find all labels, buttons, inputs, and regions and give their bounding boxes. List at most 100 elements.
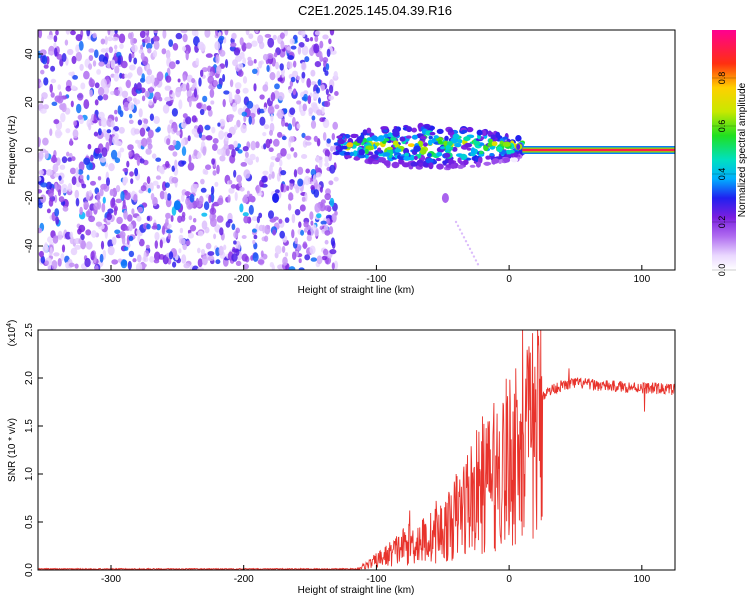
noise-blob bbox=[292, 116, 296, 127]
noise-blob bbox=[325, 63, 330, 71]
noise-blob bbox=[97, 95, 104, 101]
noise-blob bbox=[242, 196, 249, 204]
noise-blob bbox=[229, 79, 234, 88]
noise-blob bbox=[301, 71, 306, 79]
noise-blob bbox=[224, 30, 229, 36]
band-blob bbox=[407, 143, 415, 148]
noise-blob bbox=[119, 231, 126, 239]
noise-blob bbox=[278, 218, 283, 224]
noise-blob bbox=[271, 171, 275, 179]
noise-blob bbox=[98, 128, 102, 136]
noise-blob bbox=[67, 157, 73, 162]
noise-blob bbox=[204, 169, 209, 175]
band-blob bbox=[447, 131, 455, 136]
noise-blob bbox=[165, 49, 171, 60]
noise-blob bbox=[90, 251, 95, 261]
noise-blob bbox=[269, 72, 276, 81]
noise-blob bbox=[136, 156, 141, 166]
noise-blob bbox=[61, 102, 67, 113]
noise-blob bbox=[175, 32, 183, 40]
noise-blob bbox=[256, 216, 260, 224]
noise-blob bbox=[134, 128, 140, 135]
band-blob bbox=[435, 157, 442, 162]
noise-blob bbox=[245, 42, 252, 49]
noise-blob bbox=[193, 184, 199, 189]
noise-blob bbox=[38, 169, 44, 176]
noise-blob bbox=[324, 70, 329, 76]
noise-blob bbox=[318, 51, 323, 60]
noise-blob bbox=[284, 252, 289, 257]
noise-blob bbox=[77, 114, 84, 120]
noise-blob bbox=[329, 249, 337, 255]
noise-blob bbox=[309, 245, 316, 255]
noise-blob bbox=[61, 156, 68, 164]
noise-blob bbox=[239, 37, 244, 46]
noise-blob bbox=[49, 246, 53, 257]
noise-blob bbox=[264, 224, 271, 235]
noise-blob bbox=[93, 202, 100, 211]
noise-blob bbox=[277, 92, 285, 101]
noise-blob bbox=[81, 183, 87, 189]
noise-blob bbox=[111, 236, 117, 246]
colorbar: 0.0 0.2 0.4 0.6 0.8 Normalized spectral ampl… bbox=[712, 30, 748, 276]
noise-blob bbox=[277, 131, 283, 138]
noise-blob bbox=[95, 221, 103, 227]
noise-blob bbox=[244, 151, 249, 158]
noise-blob bbox=[249, 153, 256, 161]
band-blob bbox=[428, 162, 434, 170]
noise-blob bbox=[269, 122, 275, 133]
noise-blob bbox=[333, 71, 338, 79]
noise-blob bbox=[279, 32, 285, 39]
noise-blob bbox=[53, 252, 60, 257]
noise-blob bbox=[242, 212, 249, 217]
noise-blob bbox=[162, 30, 167, 39]
noise-blob bbox=[163, 191, 168, 201]
noise-blob bbox=[248, 204, 254, 215]
noise-blob bbox=[329, 164, 336, 174]
band-blob bbox=[424, 125, 430, 129]
noise-blob bbox=[137, 206, 143, 213]
noise-blob bbox=[198, 77, 202, 87]
noise-blob bbox=[304, 56, 310, 63]
noise-blob bbox=[288, 136, 295, 143]
noise-blob bbox=[216, 215, 224, 223]
snr-frame bbox=[37, 329, 676, 571]
y-tick-label: -40 bbox=[24, 238, 35, 253]
noise-blob bbox=[289, 179, 295, 184]
noise-blob bbox=[201, 255, 208, 266]
noise-blob bbox=[321, 255, 327, 261]
band-blob bbox=[436, 151, 443, 157]
noise-blob bbox=[128, 151, 133, 157]
noise-blob bbox=[241, 111, 248, 117]
band-blob bbox=[452, 133, 460, 139]
colorbar-tick-label: 0.2 bbox=[717, 216, 727, 229]
band-blob bbox=[483, 144, 489, 151]
noise-blob bbox=[289, 38, 295, 45]
noise-blob bbox=[328, 180, 334, 186]
noise-blob bbox=[248, 193, 253, 202]
noise-blob bbox=[151, 225, 158, 230]
noise-blob bbox=[324, 100, 331, 108]
x-tick-label: 0 bbox=[506, 274, 512, 285]
snr-x-label: Height of straight line (km) bbox=[298, 585, 415, 596]
noise-blob bbox=[168, 251, 174, 260]
noise-blob bbox=[202, 95, 208, 103]
noise-blob bbox=[288, 266, 296, 270]
noise-blob bbox=[118, 126, 125, 134]
noise-blob bbox=[56, 95, 64, 104]
band-blob bbox=[428, 135, 433, 140]
noise-blob bbox=[181, 160, 187, 165]
noise-blob bbox=[152, 50, 158, 58]
band-blob bbox=[349, 151, 355, 157]
x-tick-label: 0 bbox=[506, 574, 512, 585]
noise-blob bbox=[170, 215, 174, 222]
noise-blob bbox=[191, 78, 196, 84]
noise-blob bbox=[176, 130, 181, 136]
band-blob bbox=[353, 156, 361, 161]
noise-blob bbox=[70, 100, 74, 108]
band-blob bbox=[437, 139, 443, 145]
noise-blob bbox=[216, 83, 223, 90]
noise-blob bbox=[59, 164, 66, 170]
noise-blob bbox=[107, 208, 114, 214]
noise-blob bbox=[210, 185, 215, 195]
